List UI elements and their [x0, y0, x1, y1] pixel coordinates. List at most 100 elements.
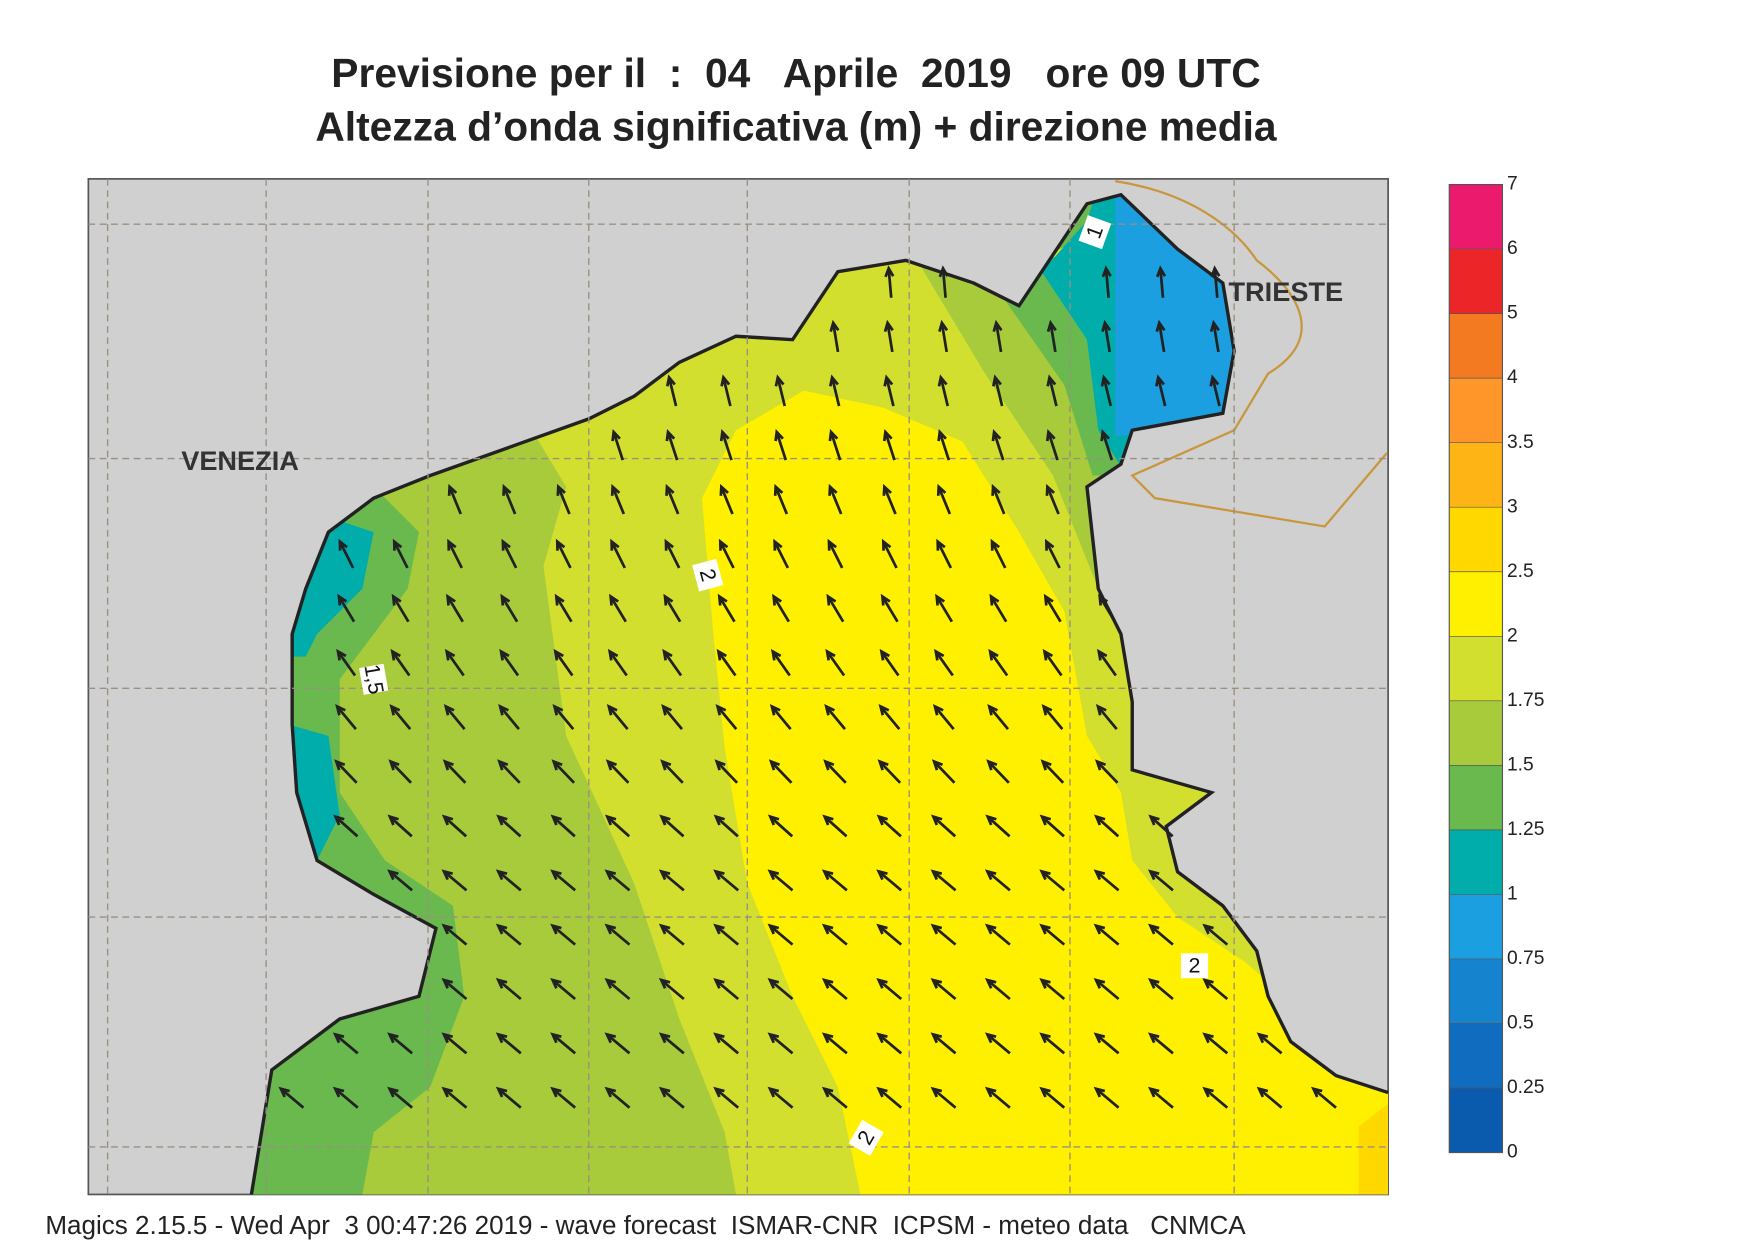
wave-arrow — [610, 538, 627, 569]
wave-arrow — [876, 978, 903, 1001]
direction-arrows — [278, 265, 1337, 1109]
wave-arrow — [768, 759, 793, 784]
colorbar-tick-label: 0.5 — [1507, 1013, 1534, 1034]
colorbar-tick-label: 1 — [1507, 883, 1518, 904]
wave-arrow — [773, 483, 789, 515]
wave-arrow — [715, 704, 738, 731]
wave-arrow — [1039, 1086, 1066, 1109]
wave-arrow — [931, 759, 956, 784]
wave-arrow — [1043, 593, 1062, 623]
colorbar-tick-label: 3 — [1507, 496, 1518, 517]
colorbar-tick-label: 4 — [1507, 367, 1518, 388]
wave-arrow — [767, 814, 794, 838]
wave-arrow — [447, 538, 464, 569]
wave-arrow — [1093, 1032, 1120, 1055]
wave-arrow — [882, 483, 897, 515]
wave-arrow — [1093, 978, 1120, 1001]
wave-arrow — [604, 1086, 631, 1109]
colorbar-segment — [1449, 1023, 1503, 1089]
wave-arrow — [388, 759, 413, 784]
wave-arrow — [501, 538, 518, 569]
wave-arrow — [337, 593, 356, 623]
wave-arrow — [713, 1086, 740, 1109]
wave-arrow — [986, 759, 1010, 784]
wave-arrow — [387, 814, 413, 838]
wave-arrow — [829, 319, 840, 353]
colorbar-segment — [1449, 378, 1503, 443]
colorbar-segment — [1449, 765, 1503, 830]
wave-arrow — [990, 538, 1007, 569]
colorbar-segment — [1449, 184, 1503, 250]
colorbar-segment — [1449, 249, 1503, 314]
wave-arrow — [992, 374, 1004, 407]
wave-arrow — [991, 429, 1005, 461]
colorbar-segment — [1449, 442, 1503, 508]
wave-arrow — [500, 593, 519, 623]
wave-arrow — [665, 429, 679, 461]
wave-arrow — [1147, 1032, 1174, 1055]
wave-arrow — [878, 704, 901, 731]
wave-arrow — [333, 814, 359, 838]
wave-arrow — [930, 1086, 957, 1109]
wave-arrow — [278, 1086, 305, 1109]
wave-arrow — [550, 814, 576, 838]
wave-arrow — [1045, 429, 1059, 461]
colorbar-tick-label: 1.5 — [1507, 754, 1534, 775]
wave-arrow — [984, 1032, 1011, 1055]
wave-arrow — [441, 1086, 468, 1109]
wave-arrow — [1155, 265, 1167, 298]
colorbar-segment — [1449, 700, 1503, 766]
wave-arrow — [713, 978, 740, 1001]
wave-arrow — [767, 1086, 794, 1109]
wave-arrow — [1209, 374, 1221, 407]
wave-arrow — [1039, 1032, 1066, 1055]
colorbar-segment — [1449, 894, 1503, 959]
wave-arrow — [496, 814, 522, 838]
wave-arrow — [821, 869, 848, 892]
colorbar-tick-label: 2 — [1507, 625, 1518, 646]
wave-arrow — [332, 1086, 359, 1109]
wave-arrow — [336, 648, 357, 677]
colorbar-tick-label: 6 — [1507, 238, 1518, 259]
border — [1115, 180, 1388, 528]
wave-arrow — [936, 483, 952, 515]
wave-arrow — [930, 869, 957, 892]
wave-arrow — [665, 374, 678, 407]
wave-arrow — [767, 978, 794, 1001]
wave-arrow — [821, 1032, 848, 1055]
wave-arrow — [447, 483, 463, 515]
wave-arrow — [825, 648, 846, 677]
wave-arrow — [769, 704, 792, 731]
colorbar-tick-label: 7 — [1507, 174, 1518, 195]
wave-arrow — [495, 978, 522, 1001]
colorbar-segment — [1449, 507, 1503, 572]
label-bg — [848, 1119, 884, 1156]
label-bg — [1180, 953, 1209, 979]
wave-arrow — [876, 1032, 903, 1055]
wave-arrow — [984, 1086, 1011, 1109]
wave-arrow — [933, 648, 954, 677]
wave-arrow — [1044, 538, 1061, 569]
colorbar-tick-label: 2.5 — [1507, 561, 1534, 582]
wave-arrow — [552, 704, 575, 731]
wave-arrow — [713, 869, 740, 892]
wave-arrow — [1101, 265, 1112, 298]
footer: Magics 2.15.5 - Wed Apr 3 00:47:26 2019 … — [45, 1210, 1246, 1240]
contour-label: 1,5 — [359, 662, 389, 696]
wave-arrow — [713, 1032, 740, 1055]
wave-arrow — [826, 593, 845, 623]
wave-arrow — [609, 593, 627, 623]
wave-arrow — [882, 429, 896, 461]
colorbar-segment — [1449, 958, 1503, 1024]
wave-arrow — [718, 538, 735, 569]
wave-arrow — [1040, 759, 1065, 784]
wave-arrow — [935, 593, 954, 623]
colorbar-tick-label: 0.25 — [1507, 1077, 1544, 1098]
wave-arrow — [821, 1086, 848, 1109]
wave-arrow — [550, 869, 577, 892]
wave-arrow — [930, 978, 957, 1001]
wave-arrow — [1093, 869, 1120, 892]
wave-arrow — [663, 593, 682, 623]
